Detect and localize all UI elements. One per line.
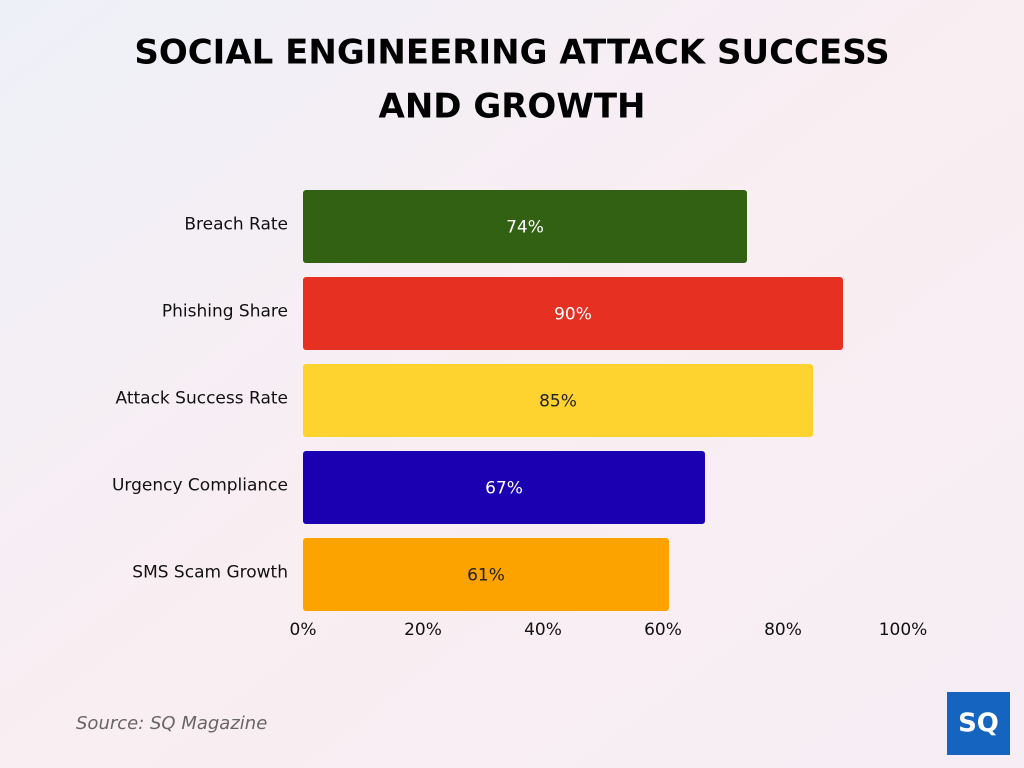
x-tick-label: 20% [404, 620, 442, 640]
value-label: 74% [506, 218, 544, 238]
x-tick-label: 80% [764, 620, 802, 640]
source: Source: SQ Magazine [76, 713, 267, 734]
x-tick-label: 100% [879, 620, 928, 640]
bar [303, 538, 669, 611]
y-tick-label: Attack Success Rate [116, 389, 289, 409]
chart-title: AND GROWTH [379, 87, 646, 127]
logo-text: SQ [958, 709, 999, 739]
value-label: 61% [467, 566, 505, 586]
bar [303, 364, 813, 437]
logo [947, 692, 1010, 755]
y-tick-label: Urgency Compliance [112, 476, 288, 496]
y-tick-label: Phishing Share [162, 302, 288, 322]
y-tick-label: Breach Rate [184, 215, 288, 235]
value-label: 90% [554, 305, 592, 325]
value-label: 67% [485, 479, 523, 499]
y-tick-label: SMS Scam Growth [132, 563, 288, 583]
x-tick-label: 0% [290, 620, 317, 640]
bar [303, 190, 747, 263]
chart-title: SOCIAL ENGINEERING ATTACK SUCCESS [134, 33, 889, 73]
value-label: 85% [539, 392, 577, 412]
x-tick-label: 60% [644, 620, 682, 640]
bar [303, 451, 705, 524]
bar [303, 277, 843, 350]
x-tick-label: 40% [524, 620, 562, 640]
